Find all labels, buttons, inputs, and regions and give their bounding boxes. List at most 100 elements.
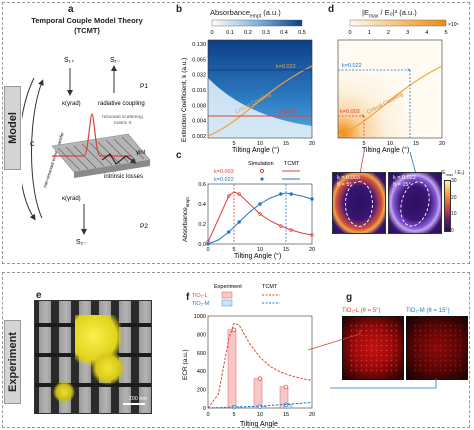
grating-lines	[57, 136, 145, 171]
colorbar-d-exp: ×10⁵	[448, 22, 459, 28]
c-point-1	[310, 197, 314, 201]
d-xtick-label: 10	[387, 141, 393, 147]
f-xlabel: Tilting Angle	[240, 421, 278, 428]
b-ylabel: Extinction Coefficient, k (a.u.)	[181, 58, 188, 142]
k-high-cross: ×	[407, 68, 411, 74]
gamma-int-label: γint	[136, 150, 146, 156]
c-point-0	[279, 224, 283, 228]
map-cb-tick: 30	[451, 178, 457, 184]
b-ytick-label: 0.004	[192, 119, 206, 125]
ecr-image-2	[406, 316, 468, 380]
c-point-0	[289, 228, 293, 232]
colorbar-d-tick: 2	[387, 30, 390, 36]
panel-b-colorbar-title: Absorbanceempt (a.u.)	[210, 8, 281, 20]
f-xtick-label: 20	[309, 412, 315, 418]
map-cb-rest: / E₀|	[453, 170, 465, 176]
kappa-top-label: κ(γrad)	[62, 101, 81, 107]
b-ytick-label: 0.130	[192, 42, 206, 48]
c-series-line-1	[207, 192, 313, 245]
f-legend-s1-swatch	[221, 291, 233, 299]
colorbar-b-title: Absorbance	[210, 8, 251, 17]
g-connector-red	[307, 330, 361, 351]
colorbar-d-title: |E	[362, 8, 369, 17]
c-point-0	[227, 194, 231, 198]
resonant-label: resonant scattering	[102, 114, 143, 120]
p1-label: P1	[140, 83, 148, 90]
colorbar-d-sub: max	[368, 13, 379, 20]
colorbar-b-tick: 0.4	[280, 30, 288, 36]
c-xtick-label: 20	[309, 247, 315, 253]
b-ytick-label: 0.032	[192, 73, 206, 79]
colorbar-d-tick: 1	[368, 30, 371, 36]
c-legend-tcmt: TCMT	[284, 161, 300, 167]
ecr-image-2-dots	[413, 323, 461, 373]
c-xlabel: Tilting Angle (°)	[234, 252, 281, 260]
colorbar-b-tick: 0.1	[226, 30, 234, 36]
f-bar-0	[253, 378, 263, 409]
f-ylabel: ECR (a.u.)	[182, 349, 189, 380]
model-section	[2, 2, 470, 264]
c-ytick-label: 0.2	[198, 222, 206, 228]
c-point-1	[237, 220, 241, 224]
b-xtick-label: 15	[283, 141, 289, 147]
colorbar-b-tick: 0.2	[244, 30, 252, 36]
heatmap-b-frame	[207, 39, 313, 139]
c-ylabel-sub: empt	[185, 197, 190, 208]
c-legend-k2-marker	[260, 177, 264, 181]
p2-label: P2	[140, 223, 148, 230]
field-map-1-k: k = 0.003	[337, 175, 360, 181]
panel-a-label: a	[68, 4, 74, 15]
map-cb-tick: 10	[451, 211, 457, 218]
k-high-label-b: k=0.022	[276, 64, 296, 70]
f-ytick-label: 0	[203, 406, 206, 412]
colorbar-d-tick: 0	[348, 30, 351, 36]
panel-b-heatmap: 0 0.1 0.2 0.3 0.4 0.5 Critical Coupling k=0.0…	[181, 19, 315, 154]
f-legend-s2-swatch	[221, 299, 233, 307]
f-tcmt-0	[207, 322, 313, 409]
sem-image: 200 nm	[34, 300, 152, 414]
tcmt-title: Temporal Couple Model Theory (TCMT)	[22, 16, 152, 36]
f-point-0	[283, 384, 289, 389]
d-xlabel: Tilting Angle (°)	[362, 146, 409, 154]
field-map-2-theta: θ = 15°	[393, 182, 411, 188]
b-ytick-label: 0.008	[192, 103, 206, 109]
f-ytick-label: 200	[197, 388, 206, 394]
c-ylabel: Absorbanceempt	[182, 197, 190, 242]
s1plus-label: S₁₊	[64, 57, 75, 64]
panel-f-label: f	[186, 292, 190, 303]
c-arc-right	[31, 79, 44, 219]
b-ytick-label: 0.065	[192, 57, 206, 63]
map-cb-tick: 0	[451, 228, 454, 234]
f-ytick-label: 800	[197, 332, 206, 338]
f-legend-exp: Experiment	[214, 284, 242, 290]
radiative-label: radiative coupling	[98, 101, 145, 107]
field-map-colorbar-title: |Emax / E₀|	[441, 170, 464, 177]
f-ytick-label: 600	[197, 351, 206, 357]
b-ytick-label: 0.016	[192, 88, 206, 94]
g-connector-blue	[330, 378, 437, 389]
colorbar-d-tick: 4	[425, 30, 428, 36]
colorbar-d	[349, 19, 447, 27]
c-ytick-label: 0.0	[198, 242, 206, 248]
b-xtick-label: 20	[309, 141, 315, 147]
experiment-tab: Experiment	[4, 320, 21, 404]
transfer-label: non-resonant energy transfer	[42, 131, 65, 188]
panel-d-label: d	[328, 4, 335, 15]
f-xtick-label: 5	[232, 412, 235, 418]
colorbar-d-tick: 3	[406, 30, 409, 36]
tio2-particles-3	[53, 381, 75, 403]
tcmt-title-line1: Temporal Couple Model Theory	[31, 16, 143, 25]
model-tab-label: Model	[6, 112, 19, 144]
f-legend-s1: TiO₂-L	[192, 293, 208, 299]
metasurface-side	[74, 160, 150, 178]
panel-d-colorbar-title: |Emax / E₀|² (a.u.)	[362, 8, 417, 20]
ecr-image-1-dots	[349, 323, 397, 373]
c-label: C	[30, 141, 35, 148]
intrinsic-label: intrinsic losses	[104, 174, 143, 180]
d-connector-red	[359, 151, 365, 175]
c-ylabel-main: Absorbance	[182, 207, 189, 242]
panel-f-chart: Experiment TCMT TiO₂-L TiO₂-M 0 5 10 15 2002…	[182, 284, 315, 428]
colorbar-b-tick: 0.3	[262, 30, 270, 36]
panel-g-label: g	[346, 292, 353, 303]
